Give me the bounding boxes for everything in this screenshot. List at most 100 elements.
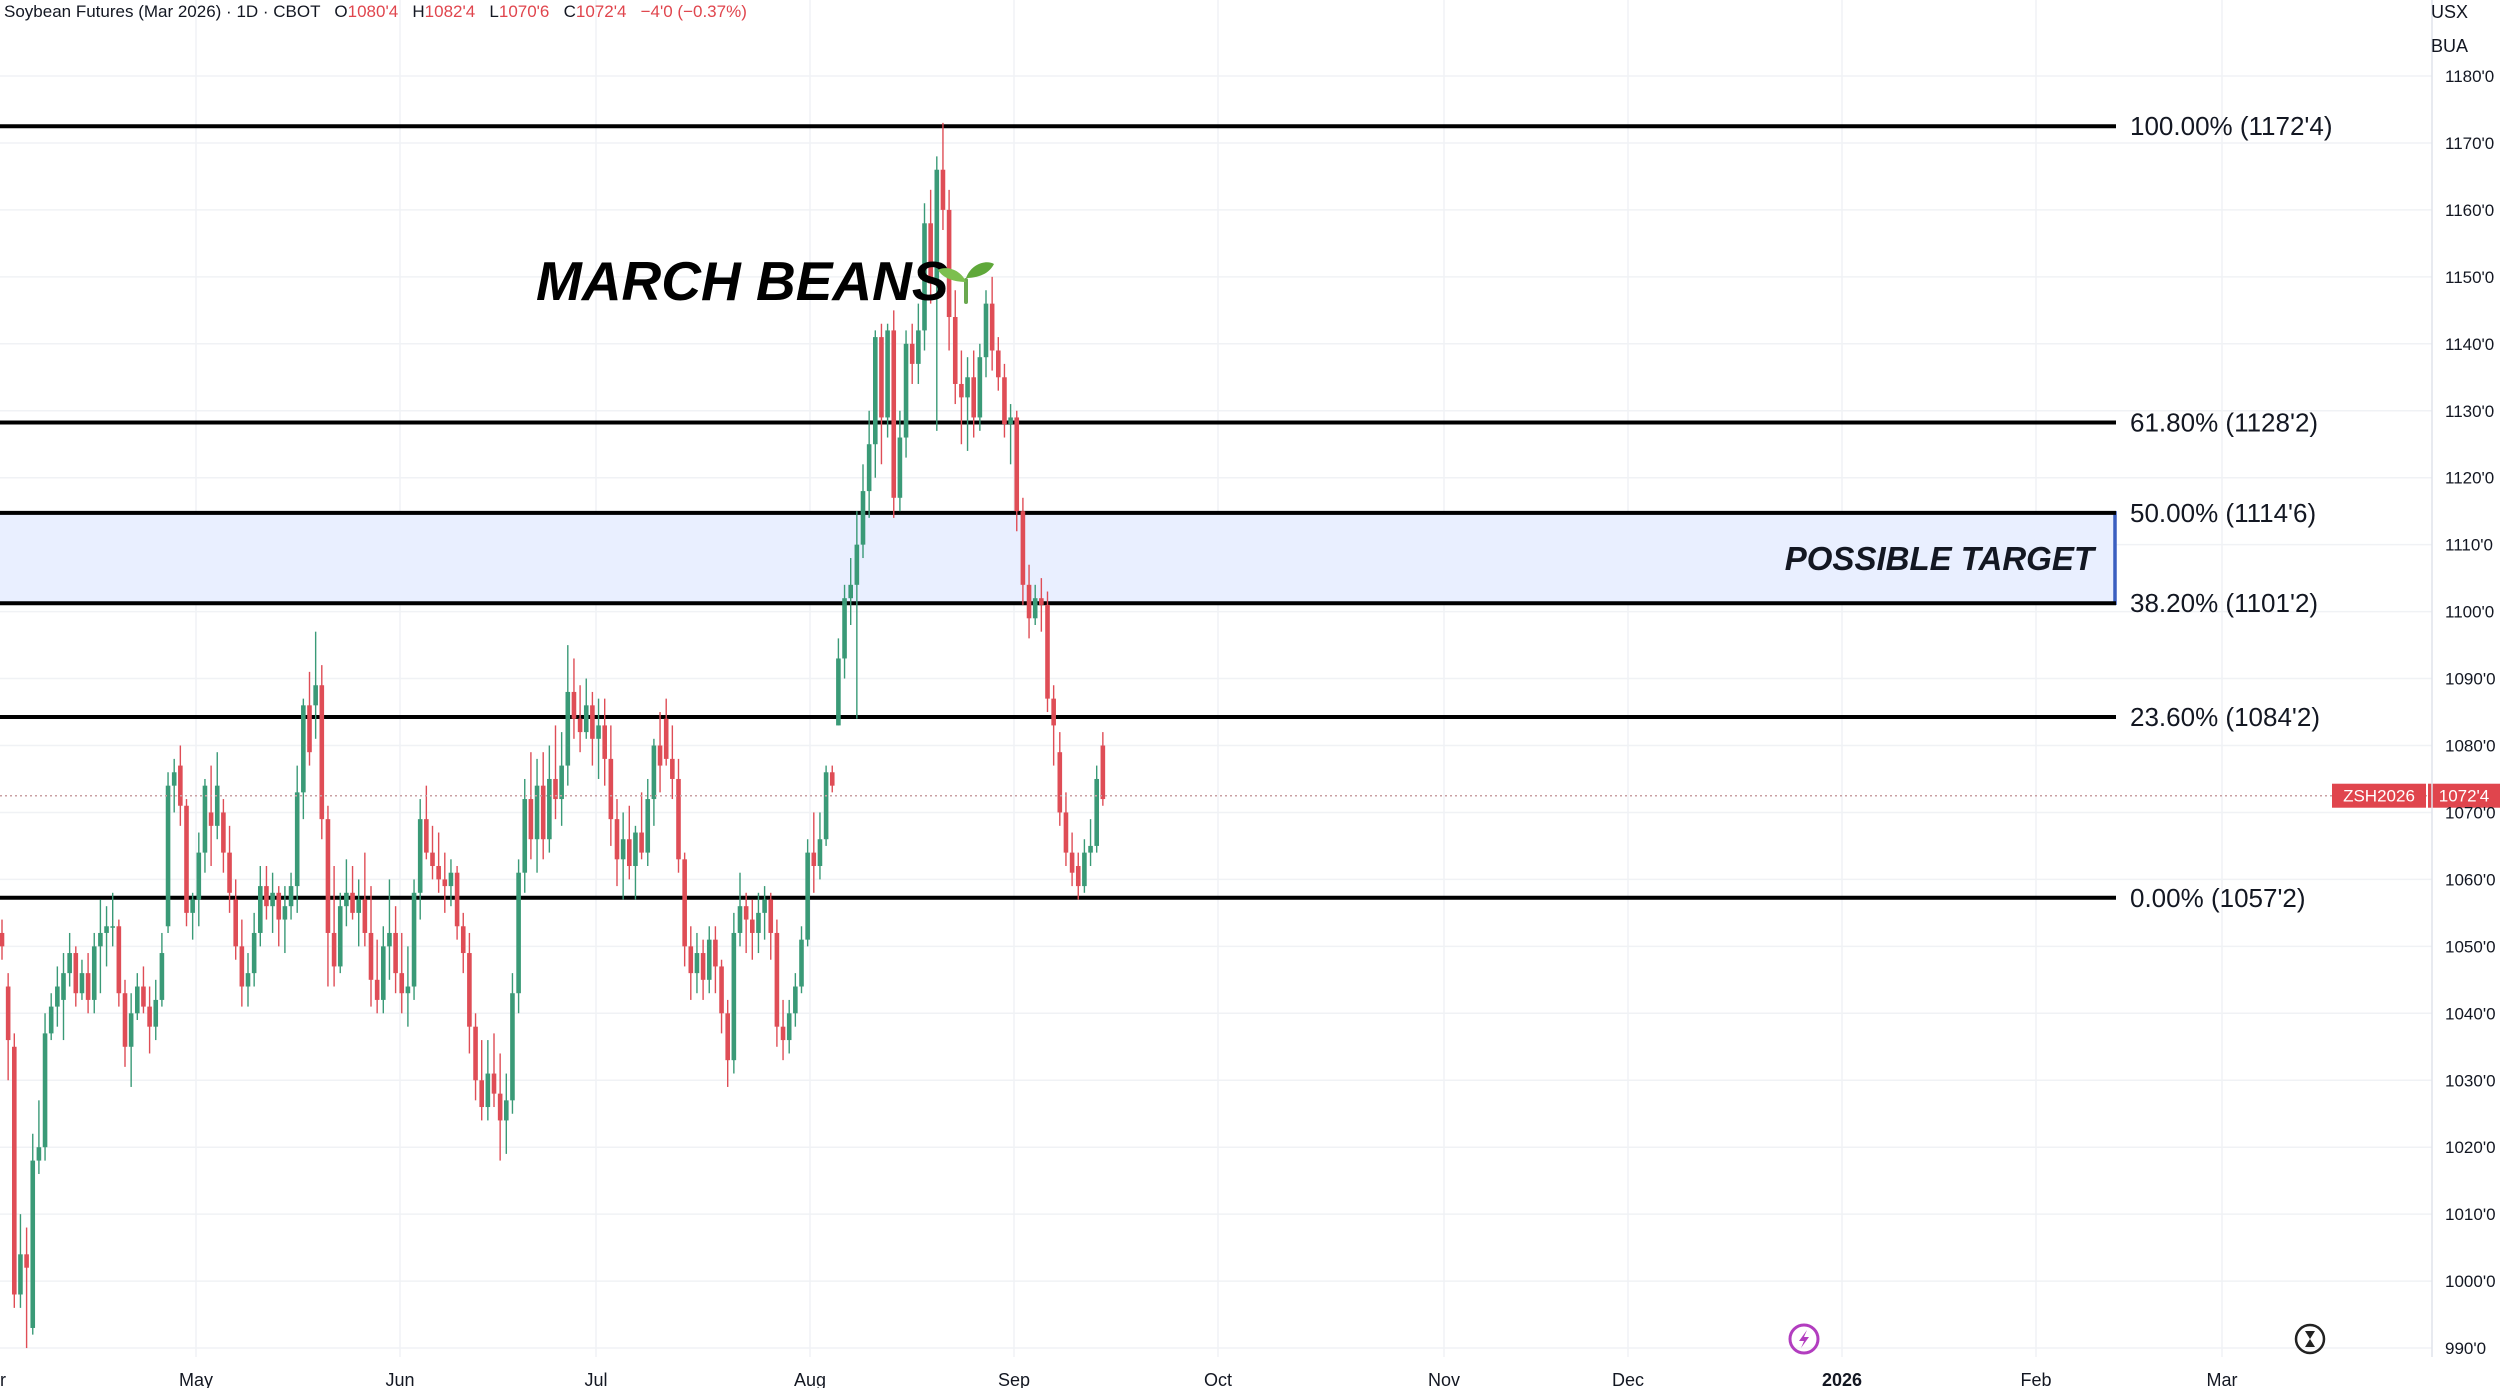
candle-body [227, 852, 232, 893]
high-label: H [412, 2, 425, 21]
candle-body [221, 812, 226, 853]
candle-body [368, 932, 374, 980]
candle-body [1051, 698, 1056, 726]
candle-up [848, 558, 853, 625]
candle-down [657, 712, 663, 793]
x-tick-label: Feb [2020, 1370, 2051, 1388]
candle-up [737, 872, 743, 947]
candle-body [171, 772, 177, 786]
lightning-icon[interactable] [1788, 1323, 1820, 1355]
candle-up [337, 892, 343, 974]
candle-body [276, 892, 282, 920]
candle-body [301, 705, 306, 793]
candle-body [860, 491, 866, 545]
candle-body [36, 1147, 42, 1161]
y-tick-label: 1080'0 [2445, 737, 2496, 756]
candle-down [73, 946, 79, 1007]
hourglass-icon[interactable] [2294, 1323, 2326, 1355]
candle-down [952, 290, 958, 405]
candle-down [1014, 410, 1020, 532]
candle-up [417, 799, 423, 920]
candle-body [393, 932, 398, 974]
candle-body [602, 725, 607, 759]
candle-up [645, 778, 651, 867]
candle-body [909, 343, 915, 364]
candle-body [30, 1160, 36, 1328]
x-tick-label: May [179, 1370, 213, 1388]
candle-down [750, 899, 755, 960]
candle-body [55, 986, 60, 1007]
candle-body [577, 718, 583, 733]
candle-down [307, 671, 312, 766]
candle-body [639, 832, 644, 853]
fibonacci-levels: 100.00% (1172'4) 61.80% (1128'2) 50.00% (1… [0, 111, 2333, 913]
candle-body [627, 839, 632, 867]
candle-down [436, 832, 441, 893]
candle-body [1075, 866, 1081, 887]
candle-up [258, 866, 263, 947]
candle-up [633, 825, 638, 900]
candle-body [24, 1254, 29, 1268]
candle-body [239, 946, 245, 987]
candle-up [756, 892, 761, 954]
candle-body [485, 1073, 491, 1108]
symbol-legend: Soybean Futures (Mar 2026) · 1D · CBOT O… [4, 2, 747, 22]
candle-body [1039, 598, 1044, 605]
candle-down [24, 1227, 29, 1349]
candle-body [897, 437, 903, 498]
candle-body [61, 973, 66, 1000]
candle-up [793, 973, 798, 1027]
low-value: 1070'6 [498, 2, 550, 21]
candle-body [713, 939, 718, 967]
candle-body [288, 886, 294, 907]
candle-up [135, 973, 140, 1020]
x-tick-label: Oct [1204, 1370, 1232, 1388]
candle-up [596, 698, 601, 779]
fib-label: 50.00% (1114'6) [2130, 498, 2316, 528]
candle-body [528, 799, 534, 840]
candle-down [725, 999, 730, 1087]
candle-up [1008, 404, 1013, 465]
candle-body [676, 778, 681, 860]
chart-title-text: MARCH BEANS [536, 250, 949, 312]
x-tick-label: 2026 [1822, 1370, 1862, 1388]
candle-up [916, 303, 921, 384]
candle-down [1002, 363, 1007, 438]
candle-down [614, 799, 620, 887]
candle-body [651, 745, 657, 800]
fib-level: 38.20% (1101'2) [0, 588, 2318, 618]
candle-body [122, 993, 128, 1047]
candle-up [1082, 839, 1087, 893]
candle-up [48, 993, 54, 1041]
candle-body [540, 785, 546, 840]
candle-body [331, 932, 337, 967]
candle-body [590, 705, 595, 739]
candle-down [700, 939, 706, 1000]
candle-body [282, 906, 288, 920]
candle-up [651, 738, 657, 826]
candle-up [534, 758, 540, 873]
candle-body [1100, 745, 1106, 800]
candle-down [141, 966, 146, 1014]
candle-body [313, 685, 318, 706]
y-tick-label: 1050'0 [2445, 937, 2496, 956]
fib-label: 23.60% (1084'2) [2130, 702, 2320, 732]
candle-up [706, 926, 712, 994]
candle-body [1094, 778, 1099, 846]
candle-down [239, 919, 245, 1007]
candle-down [467, 932, 472, 1054]
candle-up [128, 993, 134, 1087]
candle-body [202, 785, 208, 853]
candle-down [608, 725, 614, 846]
candle-down [1063, 792, 1069, 867]
candle-down [368, 886, 374, 1007]
candle-down [663, 698, 669, 766]
candle-up [313, 631, 318, 739]
candle-down [331, 866, 337, 987]
candle-down [208, 765, 214, 867]
candle-up [91, 932, 97, 1014]
candle-body [768, 899, 774, 933]
candle-body [614, 819, 620, 860]
candle-body [510, 993, 515, 1101]
